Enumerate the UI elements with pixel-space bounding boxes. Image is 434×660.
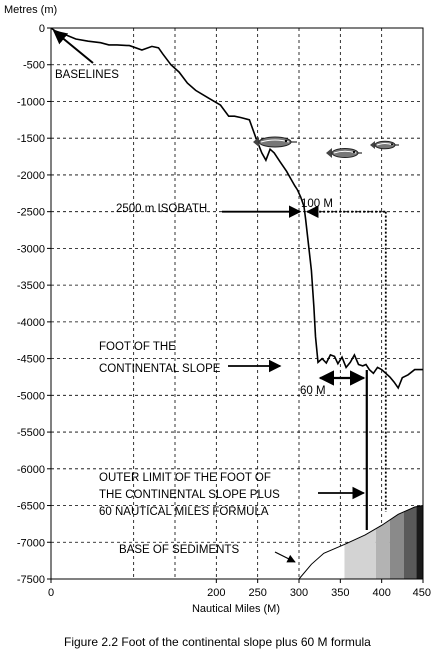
y-tick-label: -3000 xyxy=(17,243,45,255)
sediment-layer xyxy=(403,506,417,579)
y-tick-label: -5500 xyxy=(17,427,45,439)
plot-frame xyxy=(50,27,424,580)
annotation-outer-line1: OUTER LIMIT OF THE FOOT OF xyxy=(99,472,271,484)
annotation-foot-line1: FOOT OF THE xyxy=(99,341,176,353)
x-tick-label: 250 xyxy=(248,587,266,599)
x-tick-label: 350 xyxy=(331,587,349,599)
sediment-layer xyxy=(375,519,390,579)
y-axis-label: Metres (m) xyxy=(4,4,57,16)
sediment-layer xyxy=(389,511,404,579)
y-tick-label: -7500 xyxy=(17,574,45,586)
annotation-isobath: 2500 m ISOBATH xyxy=(116,203,207,215)
sediment-wedge xyxy=(299,544,345,579)
y-tick-label: -5000 xyxy=(17,390,45,402)
annotation-outer-line3: 60 NAUTICAL MILES FORMULA xyxy=(99,506,269,518)
annotation-60m: 60 M xyxy=(300,385,326,397)
x-tick-label: 450 xyxy=(413,587,431,599)
fish-icon xyxy=(253,136,297,148)
annotation-100m: 100 M xyxy=(301,198,333,210)
y-axis-ticks: 0 -500 -1000 -1500 -2000 -2500 -3000 -3500 -4000… xyxy=(17,23,51,586)
sediment-layers xyxy=(298,505,424,580)
x-tick-label: 300 xyxy=(290,587,308,599)
fish-icon xyxy=(370,140,399,150)
annotation-sediments: BASE OF SEDIMENTS xyxy=(119,544,239,556)
y-tick-label: -6000 xyxy=(17,464,45,476)
annotation-foot-line2: CONTINENTAL SLOPE xyxy=(99,363,221,375)
x-axis-ticks: 0 200 250 300 350 400 450 xyxy=(48,579,431,599)
baselines-arrow xyxy=(52,30,94,64)
sediment-layer xyxy=(416,505,423,579)
base-of-sediments-line xyxy=(298,505,424,580)
y-tick-label: -3500 xyxy=(17,280,45,292)
y-tick-label: -6500 xyxy=(17,501,45,513)
y-tick-label: -4500 xyxy=(17,354,45,366)
y-tick-label: -500 xyxy=(23,60,45,72)
seabed-profile-line xyxy=(50,27,423,390)
sediment-layer xyxy=(344,528,376,579)
annotation-baselines: BASELINES xyxy=(55,69,119,81)
annotation-outer-line2: THE CONTINENTAL SLOPE PLUS xyxy=(99,489,280,501)
y-tick-label: 0 xyxy=(39,23,45,35)
y-tick-label: -1000 xyxy=(17,96,45,108)
x-tick-label: 0 xyxy=(48,587,54,599)
y-tick-label: -2500 xyxy=(17,207,45,219)
x-axis-label: Nautical Miles (M) xyxy=(192,603,280,615)
sediments-arrow xyxy=(274,551,296,563)
y-tick-label: -2000 xyxy=(17,170,45,182)
x-tick-label: 200 xyxy=(207,587,225,599)
y-tick-label: -7000 xyxy=(17,537,45,549)
fish-icon xyxy=(326,148,362,158)
figure-caption: Figure 2.2 Foot of the continental slope… xyxy=(64,635,371,649)
y-tick-label: -4000 xyxy=(17,317,45,329)
y-tick-label: -1500 xyxy=(17,133,45,145)
x-tick-label: 400 xyxy=(372,587,390,599)
